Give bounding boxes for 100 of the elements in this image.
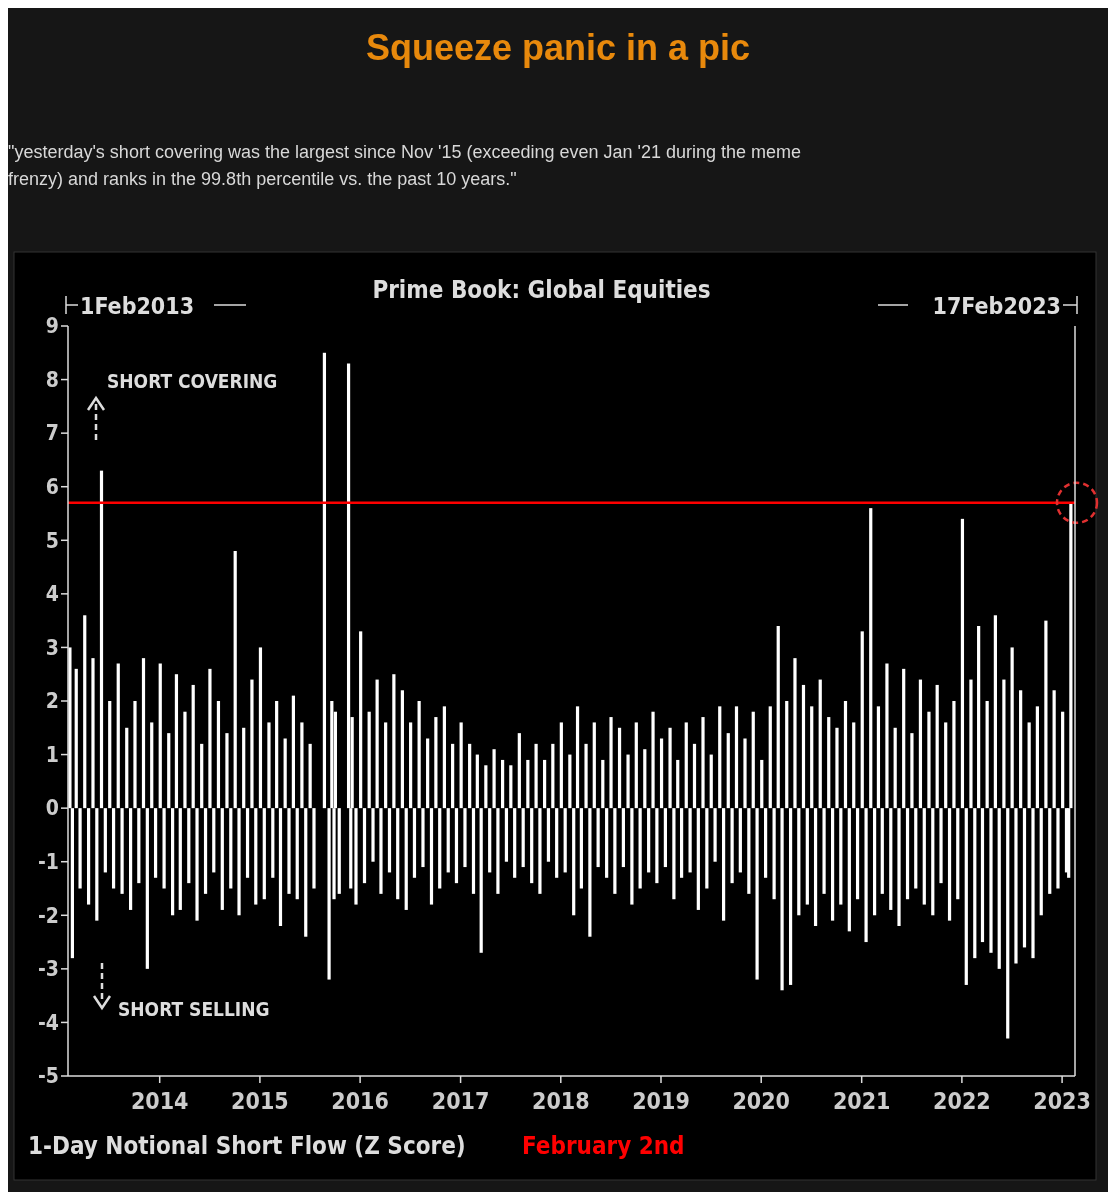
x-axis-title: 1-Day Notional Short Flow (Z Score) <box>28 1132 466 1160</box>
bar <box>605 808 609 878</box>
bar <box>993 615 997 809</box>
bar <box>743 738 747 809</box>
bar <box>964 808 968 985</box>
bar <box>843 701 848 809</box>
chart-subtitle: "yesterday's short covering was the largest since Nov '15 (exceeding even Jan '21 during the meme frenzy) and ranks in the 99.8th percentile vs. the past 10 years." <box>8 142 802 189</box>
bar <box>375 679 379 809</box>
bar <box>663 808 667 868</box>
bar <box>526 759 530 809</box>
bar <box>897 808 901 926</box>
bar <box>359 631 363 809</box>
bar <box>985 701 989 809</box>
bar <box>830 808 835 921</box>
bar <box>596 808 600 868</box>
bar <box>125 727 129 809</box>
bar <box>801 684 806 809</box>
y-tick-label: 5 <box>45 528 59 553</box>
bar <box>91 658 95 809</box>
bar <box>267 722 271 809</box>
bar <box>626 754 630 809</box>
x-tick-label: 2019 <box>632 1088 690 1114</box>
bar <box>484 765 488 809</box>
bar <box>116 663 120 809</box>
bar <box>1022 808 1027 948</box>
bar <box>208 668 212 809</box>
bar <box>788 808 793 985</box>
bar <box>651 711 655 809</box>
bar <box>960 518 965 809</box>
bar <box>137 808 141 884</box>
bar <box>609 717 613 809</box>
bar <box>785 701 789 809</box>
x-tick-label: 2014 <box>130 1088 189 1114</box>
bar <box>718 706 722 809</box>
bar <box>588 808 592 937</box>
y-tick-label: 3 <box>45 635 59 660</box>
chart-title: Squeeze panic in a pic <box>365 27 751 68</box>
bar <box>451 743 455 809</box>
bar <box>613 808 617 894</box>
bar <box>203 808 208 894</box>
bar <box>980 808 985 943</box>
bar <box>86 808 91 905</box>
bar <box>454 808 459 884</box>
annotation: SHORT COVERING <box>107 370 278 392</box>
y-tick-label: 8 <box>45 367 59 392</box>
bar <box>977 626 981 809</box>
bar <box>153 808 158 878</box>
bar <box>676 759 680 809</box>
y-tick-label: 0 <box>45 796 59 821</box>
bar <box>546 808 551 862</box>
bar <box>764 808 768 878</box>
bar <box>245 808 250 878</box>
y-tick-label: -1 <box>38 850 59 875</box>
bar <box>679 808 684 878</box>
bar <box>1044 620 1048 809</box>
bar <box>822 808 826 894</box>
bar <box>914 808 918 889</box>
bar <box>818 679 822 809</box>
bar <box>509 765 513 809</box>
bar <box>1056 808 1060 889</box>
bar <box>647 808 651 873</box>
bar <box>989 808 993 953</box>
bar <box>262 808 266 900</box>
bar <box>212 808 216 873</box>
bar <box>1052 690 1056 809</box>
bar <box>1027 722 1031 809</box>
bar <box>141 658 146 809</box>
bar <box>233 551 237 809</box>
y-tick-label: 1 <box>45 742 59 767</box>
bar <box>885 663 889 809</box>
bar <box>362 808 367 884</box>
bar <box>187 808 191 884</box>
bar <box>805 808 809 905</box>
bar <box>354 808 358 905</box>
bar <box>337 808 341 894</box>
bar <box>730 808 734 884</box>
bar <box>559 722 563 809</box>
bar <box>643 749 647 809</box>
bar <box>952 701 956 809</box>
bar <box>572 808 576 916</box>
bar <box>1039 808 1043 916</box>
bar <box>688 808 692 873</box>
y-tick-label: 6 <box>45 475 59 500</box>
bar <box>956 808 960 900</box>
bar <box>797 808 801 916</box>
bar <box>701 717 705 809</box>
bar <box>254 808 258 905</box>
bar <box>216 701 221 809</box>
bar <box>178 808 182 910</box>
bar <box>384 722 388 809</box>
bar <box>438 808 442 889</box>
bar <box>568 754 572 809</box>
bar <box>1019 690 1023 809</box>
bar <box>922 808 926 905</box>
bar <box>322 352 327 809</box>
bar <box>95 808 99 921</box>
bar <box>672 808 676 900</box>
bar <box>734 706 739 809</box>
bar <box>463 808 467 868</box>
x-tick-label: 2020 <box>732 1088 790 1114</box>
